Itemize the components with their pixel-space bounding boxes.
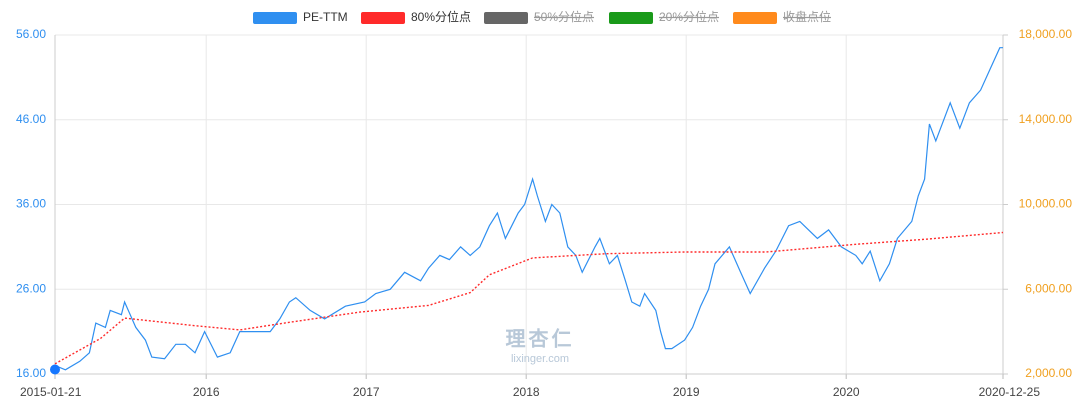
watermark: lixinger.com xyxy=(511,353,569,365)
y2-tick-label: 18,000.00 xyxy=(1019,27,1073,41)
y2-tick-label: 10,000.00 xyxy=(1019,197,1073,211)
legend-swatch[interactable] xyxy=(253,12,297,24)
y2-tick-label: 14,000.00 xyxy=(1019,112,1073,126)
legend-label[interactable]: 收盘点位 xyxy=(783,9,831,24)
x-tick-label: 2016 xyxy=(193,385,220,399)
series-line xyxy=(54,231,1004,365)
legend-label[interactable]: 50%分位点 xyxy=(534,9,594,24)
y-tick-label: 16.00 xyxy=(16,366,46,380)
x-tick-label: 2015-01-21 xyxy=(20,385,82,399)
y-tick-label: 36.00 xyxy=(16,197,46,211)
legend-swatch[interactable] xyxy=(733,12,777,24)
y2-tick-label: 6,000.00 xyxy=(1025,281,1072,295)
x-tick-label: 2020 xyxy=(833,385,860,399)
legend-label[interactable]: PE-TTM xyxy=(303,10,348,24)
y-tick-label: 46.00 xyxy=(16,112,46,126)
legend-swatch[interactable] xyxy=(484,12,528,24)
x-tick-label: 2020-12-25 xyxy=(979,385,1041,399)
y2-tick-label: 2,000.00 xyxy=(1025,366,1072,380)
y-tick-label: 56.00 xyxy=(16,27,46,41)
start-point xyxy=(50,364,60,375)
watermark: 理杏仁 xyxy=(506,326,575,350)
legend-swatch[interactable] xyxy=(361,12,405,24)
legend-label[interactable]: 20%分位点 xyxy=(659,9,719,24)
x-tick-label: 2018 xyxy=(513,385,540,399)
legend-label[interactable]: 80%分位点 xyxy=(411,9,471,24)
x-tick-label: 2017 xyxy=(353,385,380,399)
series-line xyxy=(54,47,1003,371)
legend-swatch[interactable] xyxy=(609,12,653,24)
x-tick-label: 2019 xyxy=(673,385,700,399)
y-tick-label: 26.00 xyxy=(16,281,46,295)
